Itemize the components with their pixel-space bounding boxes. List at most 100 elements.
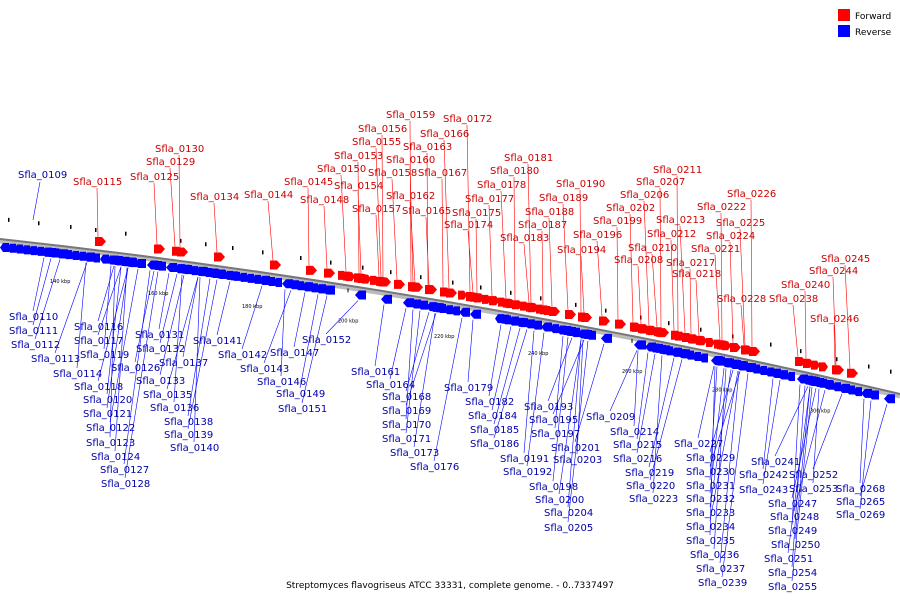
forward-gene-label[interactable]: Sfla_0189	[539, 193, 588, 204]
forward-gene-label[interactable]: Sfla_0202	[606, 203, 655, 214]
reverse-gene-arrow[interactable]	[868, 390, 879, 400]
forward-gene-arrow[interactable]	[741, 345, 752, 355]
forward-gene-label[interactable]: Sfla_0226	[727, 189, 776, 200]
reverse-gene-arrow[interactable]	[107, 255, 116, 265]
reverse-gene-arrow[interactable]	[35, 246, 44, 256]
forward-gene-label[interactable]: Sfla_0165	[402, 206, 451, 217]
forward-gene-arrow[interactable]	[714, 339, 723, 349]
forward-gene-arrow[interactable]	[394, 279, 405, 289]
forward-gene-arrow[interactable]	[270, 260, 281, 270]
reverse-gene-label[interactable]: Sfla_0173	[390, 448, 439, 459]
reverse-gene-arrow[interactable]	[210, 268, 219, 278]
reverse-gene-label[interactable]: Sfla_0241	[751, 457, 800, 468]
reverse-gene-label[interactable]: Sfla_0141	[193, 336, 242, 347]
forward-gene-arrow[interactable]	[832, 365, 843, 375]
reverse-gene-arrow[interactable]	[557, 325, 566, 335]
reverse-gene-arrow[interactable]	[7, 243, 16, 253]
forward-gene-label[interactable]: Sfla_0167	[418, 168, 467, 179]
reverse-gene-arrow[interactable]	[238, 272, 247, 282]
forward-gene-arrow[interactable]	[458, 290, 467, 300]
forward-gene-label[interactable]: Sfla_0162	[386, 191, 435, 202]
reverse-gene-arrow[interactable]	[692, 352, 701, 362]
forward-gene-arrow[interactable]	[648, 326, 657, 336]
reverse-gene-label[interactable]: Sfla_0242	[739, 470, 788, 481]
forward-gene-arrow[interactable]	[306, 265, 317, 275]
forward-gene-arrow[interactable]	[490, 296, 499, 306]
forward-gene-arrow[interactable]	[640, 324, 649, 334]
reverse-gene-label[interactable]: Sfla_0132	[136, 344, 185, 355]
forward-gene-label[interactable]: Sfla_0175	[452, 208, 501, 219]
reverse-gene-label[interactable]: Sfla_0135	[143, 390, 192, 401]
reverse-gene-label[interactable]: Sfla_0170	[382, 420, 431, 431]
reverse-gene-label[interactable]: Sfla_0233	[686, 508, 735, 519]
reverse-gene-arrow[interactable]	[809, 377, 820, 387]
reverse-gene-label[interactable]: Sfla_0138	[164, 417, 213, 428]
forward-gene-label[interactable]: Sfla_0157	[352, 204, 401, 215]
reverse-gene-arrow[interactable]	[699, 353, 708, 363]
reverse-gene-label[interactable]: Sfla_0149	[276, 389, 325, 400]
reverse-gene-label[interactable]: Sfla_0220	[626, 481, 675, 492]
forward-gene-arrow[interactable]	[324, 268, 335, 278]
forward-gene-label[interactable]: Sfla_0115	[73, 177, 122, 188]
forward-gene-arrow[interactable]	[615, 319, 626, 329]
reverse-gene-arrow[interactable]	[282, 279, 293, 289]
reverse-gene-arrow[interactable]	[601, 333, 612, 343]
reverse-gene-label[interactable]: Sfla_0230	[686, 467, 735, 478]
forward-gene-label[interactable]: Sfla_0183	[500, 233, 549, 244]
reverse-gene-label[interactable]: Sfla_0184	[468, 411, 517, 422]
forward-gene-label[interactable]: Sfla_0130	[155, 144, 204, 155]
reverse-gene-label[interactable]: Sfla_0198	[529, 482, 578, 493]
reverse-gene-arrow[interactable]	[678, 349, 687, 359]
reverse-gene-arrow[interactable]	[825, 380, 834, 390]
reverse-gene-label[interactable]: Sfla_0161	[351, 367, 400, 378]
reverse-gene-label[interactable]: Sfla_0114	[53, 369, 102, 380]
reverse-gene-label[interactable]: Sfla_0200	[535, 495, 584, 506]
forward-gene-arrow[interactable]	[749, 347, 760, 357]
reverse-gene-arrow[interactable]	[550, 324, 559, 334]
reverse-gene-label[interactable]: Sfla_0214	[610, 427, 659, 438]
forward-gene-label[interactable]: Sfla_0228	[717, 294, 766, 305]
forward-gene-arrow[interactable]	[599, 316, 610, 326]
reverse-gene-label[interactable]: Sfla_0235	[686, 536, 735, 547]
reverse-gene-label[interactable]: Sfla_0151	[278, 404, 327, 415]
reverse-gene-arrow[interactable]	[252, 274, 261, 284]
reverse-gene-arrow[interactable]	[884, 394, 895, 404]
reverse-gene-arrow[interactable]	[381, 294, 392, 304]
forward-gene-label[interactable]: Sfla_0212	[647, 229, 696, 240]
forward-gene-label[interactable]: Sfla_0150	[317, 164, 366, 175]
reverse-gene-label[interactable]: Sfla_0137	[159, 358, 208, 369]
reverse-gene-label[interactable]: Sfla_0204	[544, 508, 593, 519]
reverse-gene-arrow[interactable]	[430, 302, 439, 312]
reverse-gene-label[interactable]: Sfla_0131	[135, 330, 184, 341]
forward-gene-arrow[interactable]	[706, 337, 715, 347]
reverse-gene-arrow[interactable]	[657, 344, 666, 354]
reverse-gene-arrow[interactable]	[737, 361, 746, 371]
reverse-gene-arrow[interactable]	[509, 316, 518, 326]
reverse-gene-arrow[interactable]	[77, 251, 86, 261]
forward-gene-label[interactable]: Sfla_0148	[300, 195, 349, 206]
reverse-gene-arrow[interactable]	[49, 248, 58, 258]
forward-gene-arrow[interactable]	[154, 244, 165, 254]
reverse-gene-arrow[interactable]	[355, 290, 366, 300]
reverse-gene-arrow[interactable]	[135, 258, 144, 268]
reverse-gene-label[interactable]: Sfla_0113	[31, 354, 80, 365]
reverse-gene-arrow[interactable]	[14, 244, 23, 254]
reverse-gene-arrow[interactable]	[832, 382, 841, 392]
reverse-gene-label[interactable]: Sfla_0231	[686, 481, 735, 492]
reverse-gene-arrow[interactable]	[259, 275, 268, 285]
reverse-gene-arrow[interactable]	[302, 282, 311, 292]
forward-gene-label[interactable]: Sfla_0158	[368, 168, 417, 179]
forward-gene-label[interactable]: Sfla_0144	[244, 190, 293, 201]
reverse-gene-label[interactable]: Sfla_0255	[768, 582, 817, 593]
reverse-gene-arrow[interactable]	[531, 320, 542, 330]
reverse-gene-label[interactable]: Sfla_0123	[86, 438, 135, 449]
forward-gene-arrow[interactable]	[214, 252, 225, 262]
reverse-gene-arrow[interactable]	[295, 281, 304, 291]
reverse-gene-arrow[interactable]	[846, 385, 855, 395]
forward-gene-label[interactable]: Sfla_0213	[656, 215, 705, 226]
forward-gene-arrow[interactable]	[370, 275, 379, 285]
reverse-gene-label[interactable]: Sfla_0120	[83, 395, 132, 406]
reverse-gene-arrow[interactable]	[84, 252, 93, 262]
reverse-gene-label[interactable]: Sfla_0265	[836, 497, 885, 508]
reverse-gene-label[interactable]: Sfla_0124	[91, 452, 140, 463]
